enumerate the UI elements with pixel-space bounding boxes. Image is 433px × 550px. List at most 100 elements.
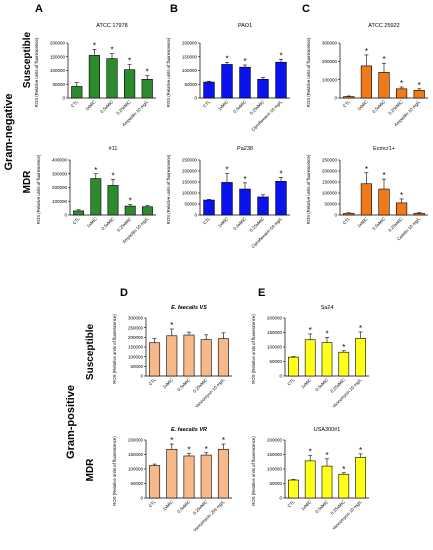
bar bbox=[413, 212, 425, 216]
bar bbox=[257, 79, 269, 99]
panel-pa238: Pa238 ROS (Relative units of fluorescence… bbox=[166, 146, 290, 249]
bar bbox=[304, 339, 316, 377]
y-axis-label: ROS (Relative units of fluorescence) bbox=[306, 37, 311, 107]
y-tick-label: 100000 bbox=[182, 68, 198, 73]
x-category-label: CTL bbox=[342, 216, 352, 226]
significance-star: * bbox=[279, 169, 282, 178]
significance-star: * bbox=[325, 451, 328, 460]
x-category-label: 1xMIC bbox=[86, 216, 98, 228]
significance-star: * bbox=[222, 436, 225, 445]
bar bbox=[88, 55, 100, 99]
chart-title: USA300#1 bbox=[314, 427, 341, 433]
panel-e-faecalis-vs: D E. faecalis VS ROS (Relative units of fl… bbox=[112, 287, 232, 409]
x-category-label: Ciprofloxacin 64 mg/L bbox=[250, 216, 283, 249]
y-axis-label: ROS (Relative units of fluorescence) bbox=[251, 314, 256, 384]
x-category-label: 0.25xMIC bbox=[249, 216, 266, 233]
bar bbox=[360, 65, 372, 99]
y-tick-label: 300000 bbox=[322, 41, 338, 46]
y-tick-label: 50000 bbox=[184, 202, 197, 207]
x-category-label: CTL bbox=[202, 99, 212, 109]
bar bbox=[360, 183, 372, 216]
bar bbox=[275, 181, 287, 216]
bar bbox=[343, 212, 355, 216]
x-category-label: 0.5xMIC bbox=[371, 216, 386, 231]
y-tick-label: 200000 bbox=[182, 41, 198, 46]
significance-star: * bbox=[225, 54, 228, 63]
significance-star: * bbox=[325, 329, 328, 338]
bar bbox=[90, 178, 102, 216]
x-category-label: Vancomycin 256 mg/L bbox=[192, 499, 226, 533]
significance-star: * bbox=[93, 41, 96, 50]
bar bbox=[321, 465, 333, 499]
y-tick-label: 0 bbox=[64, 213, 67, 218]
panel-e-faecalis-vr: E. faecalis VR ROS (Relative units of flu… bbox=[112, 427, 232, 533]
bar bbox=[355, 337, 366, 377]
y-tick-label: 100000 bbox=[182, 191, 198, 196]
panel-atcc-17978: A ATCC 17978 ROS (Relative units of fluore… bbox=[34, 3, 156, 127]
x-category-label: 0.25xMIC bbox=[329, 377, 346, 394]
y-tick-label: 100000 bbox=[128, 354, 144, 359]
x-category-label: 1xMIC bbox=[356, 216, 368, 228]
x-category-label: CTL bbox=[202, 216, 212, 226]
bar bbox=[221, 64, 233, 99]
bar bbox=[338, 351, 350, 377]
x-category-label: 0.5xMIC bbox=[314, 499, 329, 514]
panel-ecmcr1: Ecmcr1+ ROS (Relative units of fluorescen… bbox=[306, 146, 428, 241]
significance-star: * bbox=[110, 46, 113, 55]
significance-star: * bbox=[359, 446, 362, 455]
significance-star: * bbox=[94, 166, 97, 175]
bar bbox=[221, 182, 233, 216]
group-label-gram-negative: Gram-negative bbox=[3, 93, 15, 170]
significance-star: * bbox=[225, 166, 228, 175]
bar bbox=[338, 473, 350, 499]
significance-star: * bbox=[279, 52, 282, 61]
chart-title: Pa238 bbox=[237, 146, 253, 152]
x-category-label: CTL bbox=[286, 499, 296, 509]
y-tick-label: 0 bbox=[279, 496, 282, 501]
y-tick-label: 100000 bbox=[322, 191, 338, 196]
bar bbox=[183, 334, 195, 377]
chart-title: Sa24 bbox=[321, 305, 334, 311]
bar bbox=[71, 86, 83, 99]
panel-usa300: USA300#1 ROS (Relative units of fluoresce… bbox=[251, 427, 369, 531]
x-category-label: 1xMIC bbox=[300, 499, 312, 511]
y-tick-label: 250000 bbox=[128, 325, 144, 330]
significance-star: * bbox=[418, 81, 421, 90]
y-tick-label: 0 bbox=[334, 96, 337, 101]
x-category-label: CTL bbox=[148, 499, 158, 509]
significance-star: * bbox=[170, 321, 173, 330]
significance-star: * bbox=[146, 68, 149, 77]
panel-atcc-25922: C ATCC 25922 ROS (Relative units of fluore… bbox=[302, 3, 428, 127]
chart-title: Ecmcr1+ bbox=[373, 146, 395, 152]
x-category-label: 0.25xMIC bbox=[115, 99, 132, 116]
y-tick-label: 150000 bbox=[128, 452, 144, 457]
y-tick-label: 50000 bbox=[130, 364, 143, 369]
x-category-label: 0.25xMIC bbox=[249, 99, 266, 116]
y-tick-label: 50000 bbox=[269, 359, 282, 364]
significance-star: * bbox=[382, 55, 385, 64]
x-category-label: Ciprofloxacin 10 mg/L bbox=[250, 99, 283, 132]
x-category-label: 0.5xMIC bbox=[176, 499, 191, 514]
significance-star: * bbox=[342, 465, 345, 474]
panel-letter: B bbox=[170, 3, 178, 15]
x-category-label: CTL bbox=[72, 216, 82, 226]
x-category-label: 0.5xMIC bbox=[176, 377, 191, 392]
bar bbox=[378, 188, 390, 216]
y-tick-label: 200000 bbox=[267, 438, 283, 443]
row-label-susceptible-top: Susceptible bbox=[22, 32, 33, 89]
y-tick-label: 150000 bbox=[128, 345, 144, 350]
significance-star: * bbox=[170, 436, 173, 445]
y-tick-label: 200000 bbox=[182, 169, 198, 174]
y-axis-label: ROS (Relative units of fluorescence) bbox=[112, 314, 117, 384]
row-label-mdr-bottom: MDR bbox=[85, 458, 96, 482]
bar bbox=[73, 210, 85, 216]
significance-star: * bbox=[243, 175, 246, 184]
x-category-label: 1xMIC bbox=[162, 377, 174, 389]
bar bbox=[355, 457, 366, 499]
significance-star: * bbox=[187, 446, 190, 455]
x-category-label: 0.25xMIC bbox=[387, 216, 404, 233]
x-category-label: 1xMIC bbox=[217, 99, 229, 111]
significance-star: * bbox=[243, 57, 246, 66]
x-category-label: 0.25xMIC bbox=[116, 216, 133, 233]
bar bbox=[106, 58, 118, 99]
